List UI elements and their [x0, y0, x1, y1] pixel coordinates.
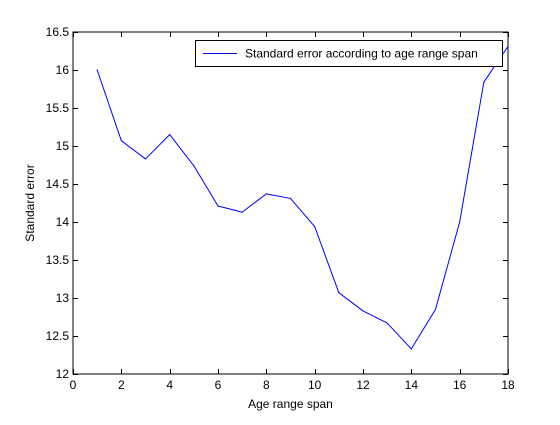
x-tick-label: 10 — [308, 378, 322, 392]
y-tick-label: 15.5 — [46, 101, 70, 115]
x-tick-label: 0 — [70, 378, 77, 392]
x-tick-label: 16 — [453, 378, 467, 392]
legend-label: Standard error according to age range sp… — [245, 47, 478, 61]
data-point — [410, 348, 412, 350]
y-tick-label: 16.5 — [46, 25, 70, 39]
y-axis-label: Standard error — [23, 164, 37, 241]
x-axis-label: Age range span — [248, 397, 333, 411]
plot-frame — [72, 31, 509, 375]
data-point — [289, 197, 292, 200]
x-tick-label: 6 — [215, 378, 222, 392]
x-tick-label: 18 — [501, 378, 515, 392]
data-point — [96, 69, 98, 71]
data-point — [434, 308, 437, 310]
data-point — [507, 45, 509, 48]
legend-box — [195, 40, 503, 67]
y-tick-label: 14 — [56, 215, 70, 229]
data-point — [120, 140, 122, 142]
y-tick-label: 12.5 — [46, 329, 70, 343]
x-tick-label: 4 — [166, 378, 173, 392]
data-point — [241, 211, 243, 213]
data-point — [193, 165, 195, 167]
y-tick-label: 14.5 — [46, 177, 70, 191]
data-point — [386, 322, 388, 324]
data-point — [144, 158, 147, 160]
data-point — [217, 205, 219, 207]
data-point — [362, 310, 364, 312]
data-point — [169, 134, 171, 136]
series-line — [96, 46, 509, 350]
x-tick-label: 14 — [405, 378, 419, 392]
y-tick-label: 12 — [56, 367, 70, 381]
y-tick-label: 13.5 — [46, 253, 70, 267]
data-point — [338, 292, 340, 294]
y-tick-label: 15 — [56, 139, 70, 153]
y-tick-label: 16 — [56, 63, 70, 77]
x-tick-label: 8 — [263, 378, 270, 392]
data-point — [314, 225, 316, 228]
x-tick-label: 2 — [118, 378, 125, 392]
data-point — [459, 221, 461, 223]
data-point — [265, 193, 267, 195]
x-tick-label: 12 — [356, 378, 370, 392]
data-point — [483, 81, 485, 83]
y-tick-label: 13 — [56, 291, 70, 305]
